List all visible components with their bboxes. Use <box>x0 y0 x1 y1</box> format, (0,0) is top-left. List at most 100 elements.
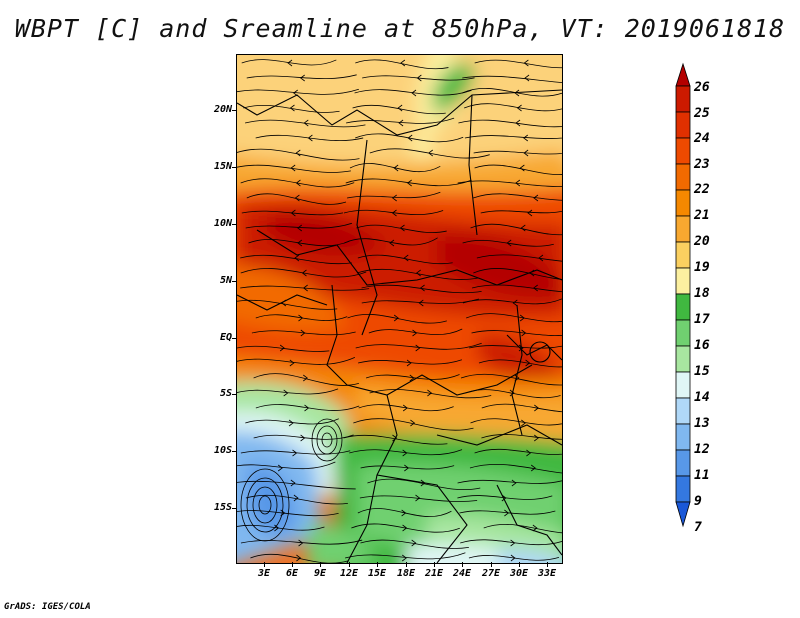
streamline-arrow <box>301 269 307 277</box>
streamline <box>240 539 363 545</box>
streamline-arrow <box>297 224 303 232</box>
colorbar-label: 13 <box>694 416 710 431</box>
lon-tick <box>519 562 520 567</box>
map-title: WBPT [C] and Sreamline at 850hPa, VT: 20… <box>14 14 786 43</box>
streamline-arrow <box>533 284 538 292</box>
streamline-arrow <box>409 374 415 382</box>
streamline-arrow <box>277 464 283 472</box>
lon-tick <box>292 562 293 567</box>
colorbar-label: 11 <box>694 468 710 483</box>
lon-label: 15E <box>367 568 387 579</box>
colorbar-swatch <box>675 163 691 191</box>
streamline-arrow <box>525 359 531 367</box>
lon-label: 18E <box>396 568 416 579</box>
streamline-arrow <box>523 134 529 142</box>
map-plot-area <box>236 54 563 564</box>
streamline-arrow <box>389 239 395 247</box>
streamline-arrow <box>300 74 305 82</box>
colorbar-label: 20 <box>694 234 710 249</box>
colorbar-swatch <box>675 475 691 503</box>
streamline-arrow <box>511 479 517 487</box>
streamline-arrow <box>411 89 417 97</box>
streamline <box>460 539 562 546</box>
lon-tick <box>377 562 378 567</box>
streamline-arrow <box>290 209 296 217</box>
streamline-arrow <box>524 74 530 82</box>
streamline-arrow <box>418 299 424 307</box>
streamline <box>250 553 349 563</box>
streamline-arrow <box>526 449 532 457</box>
streamline-arrow <box>512 299 518 307</box>
streamline-arrow <box>397 104 403 112</box>
lon-tick <box>264 562 265 567</box>
lon-label: 9E <box>313 568 327 579</box>
streamline-arrow <box>402 449 408 457</box>
lon-label: 33E <box>537 568 557 579</box>
colorbar-swatch <box>675 241 691 269</box>
streamline-arrow <box>509 389 515 397</box>
lat-tick <box>232 167 237 168</box>
colorbar-label: 24 <box>694 131 710 146</box>
streamline <box>358 404 454 412</box>
streamline <box>237 388 339 395</box>
colorbar-label: 23 <box>694 157 710 172</box>
streamline-arrow <box>510 539 516 547</box>
streamline-arrow <box>416 269 421 277</box>
streamline-arrow <box>283 389 289 397</box>
lon-label: 24E <box>452 568 472 579</box>
streamline-arrow <box>427 389 433 397</box>
colorbar-swatch <box>675 371 691 399</box>
streamline-arrow <box>530 464 536 472</box>
vortex-streamline <box>316 425 338 455</box>
streamline-arrow <box>307 134 313 142</box>
streamline-arrow <box>392 434 398 442</box>
colorbar-top-arrow <box>675 62 691 87</box>
streamline-arrow <box>519 314 525 322</box>
lat-label: 15S <box>213 502 232 513</box>
colorbar-label: 19 <box>694 260 710 275</box>
lat-tick <box>232 338 237 339</box>
streamline <box>347 314 447 324</box>
streamline <box>237 524 325 531</box>
streamline-arrow <box>289 359 295 367</box>
streamline-arrow <box>398 119 404 127</box>
lon-tick <box>547 562 548 567</box>
streamline <box>349 449 463 456</box>
streamline <box>459 510 556 515</box>
streamline <box>237 345 330 352</box>
streamline-arrow <box>415 344 421 352</box>
colorbar-swatch <box>675 449 691 477</box>
streamline <box>358 359 463 365</box>
streamline-arrow <box>294 194 300 202</box>
colorbar-label: 9 <box>694 494 702 509</box>
streamline-arrow <box>391 209 397 217</box>
lon-label: 27E <box>481 568 501 579</box>
vortex-streamline <box>321 432 333 448</box>
streamline-arrow <box>400 59 406 67</box>
streamline-arrow <box>302 284 308 292</box>
streamline-arrow <box>298 314 304 322</box>
streamline-arrow <box>518 344 524 352</box>
streamline-arrow <box>527 209 533 217</box>
lat-label: 15N <box>213 161 232 172</box>
lat-label: 10S <box>213 445 232 456</box>
lon-tick <box>320 562 321 567</box>
lon-label: 21E <box>424 568 444 579</box>
streamline-arrow <box>295 179 301 187</box>
lat-label: EQ <box>219 332 232 343</box>
streamline-arrow <box>521 329 527 337</box>
streamline-arrow <box>393 164 399 172</box>
colorbar-label: 21 <box>694 208 710 223</box>
lat-tick <box>232 508 237 509</box>
streamline-arrow <box>402 404 408 412</box>
streamline <box>355 342 482 350</box>
lat-label: 5N <box>219 275 232 286</box>
streamline <box>360 465 455 470</box>
colorbar-swatch <box>675 319 691 347</box>
streamline-arrow <box>300 434 306 442</box>
colorbar-swatch <box>675 293 691 321</box>
streamline-arrow <box>295 149 301 157</box>
lon-tick <box>349 562 350 567</box>
colorbar-label: 26 <box>694 80 710 95</box>
vortex-streamline <box>311 418 343 462</box>
